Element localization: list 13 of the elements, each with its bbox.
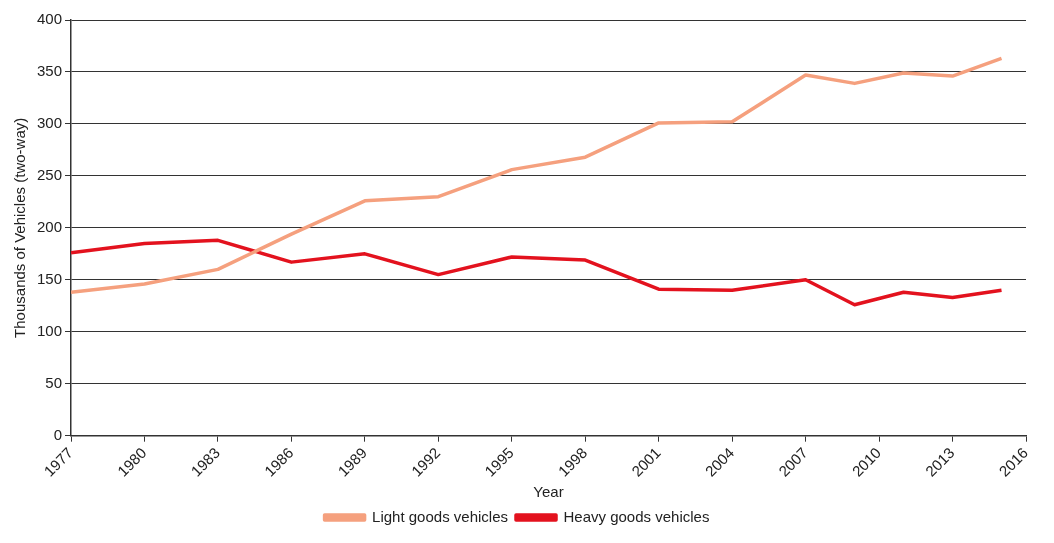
y-tick-label: 300 — [37, 114, 63, 132]
y-tick-label: 0 — [53, 425, 63, 443]
y-tick-label: 400 — [37, 10, 63, 28]
legend-label: Heavy goods vehicles — [563, 507, 710, 525]
y-axis-title: Thousands of Vehicles (two-way) — [11, 117, 29, 338]
y-tick-label: 250 — [37, 166, 63, 184]
y-tick-label: 100 — [37, 321, 63, 339]
legend-label: Light goods vehicles — [372, 507, 509, 525]
y-tick-label: 200 — [37, 217, 63, 235]
y-tick-label: 150 — [37, 269, 63, 287]
y-tick-label: 50 — [45, 373, 63, 391]
y-tick-label: 350 — [37, 62, 63, 80]
x-axis-title: Year — [533, 483, 564, 501]
